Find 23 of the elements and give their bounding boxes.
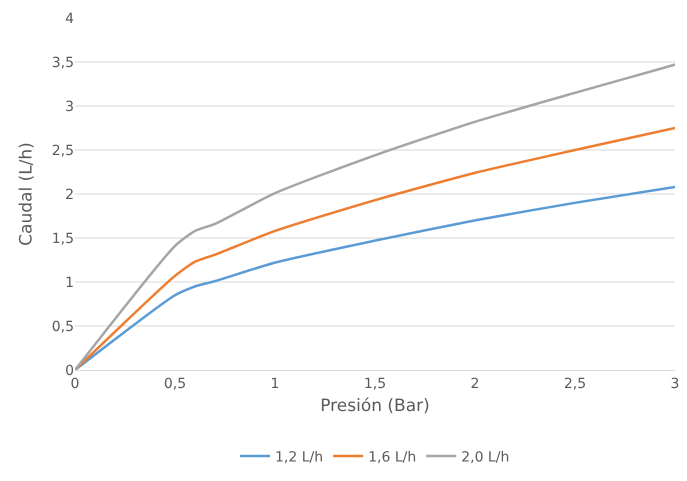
y-tick-label: 0,5	[52, 318, 74, 335]
legend-label: 2,0 L/h	[461, 449, 510, 466]
y-tick-label: 2,5	[52, 142, 74, 159]
y-tick-label: 0	[65, 362, 74, 379]
y-tick-label: 4	[65, 10, 74, 27]
y-axis-title: Caudal (L/h)	[16, 142, 36, 246]
y-tick-label: 1,5	[52, 230, 74, 247]
line-series	[75, 186, 675, 370]
x-axis-title: Presión (Bar)	[320, 396, 430, 416]
y-tick-label: 3	[65, 98, 74, 115]
y-tick-label: 3,5	[52, 54, 74, 71]
x-tick-label: 3	[670, 376, 680, 392]
x-tick-label: 0,5	[164, 376, 186, 392]
x-tick-label: 1,5	[364, 376, 386, 392]
line-series	[75, 126, 675, 370]
x-tick-label: 1	[270, 376, 280, 392]
y-tick-label: 1	[65, 274, 74, 291]
x-tick-label: 2,5	[564, 376, 586, 392]
x-tick-label: 2	[470, 376, 480, 392]
line-series	[75, 63, 675, 370]
y-tick-label: 2	[65, 186, 74, 203]
legend-label: 1,2 L/h	[275, 449, 324, 466]
legend-label: 1,6 L/h	[368, 449, 416, 466]
